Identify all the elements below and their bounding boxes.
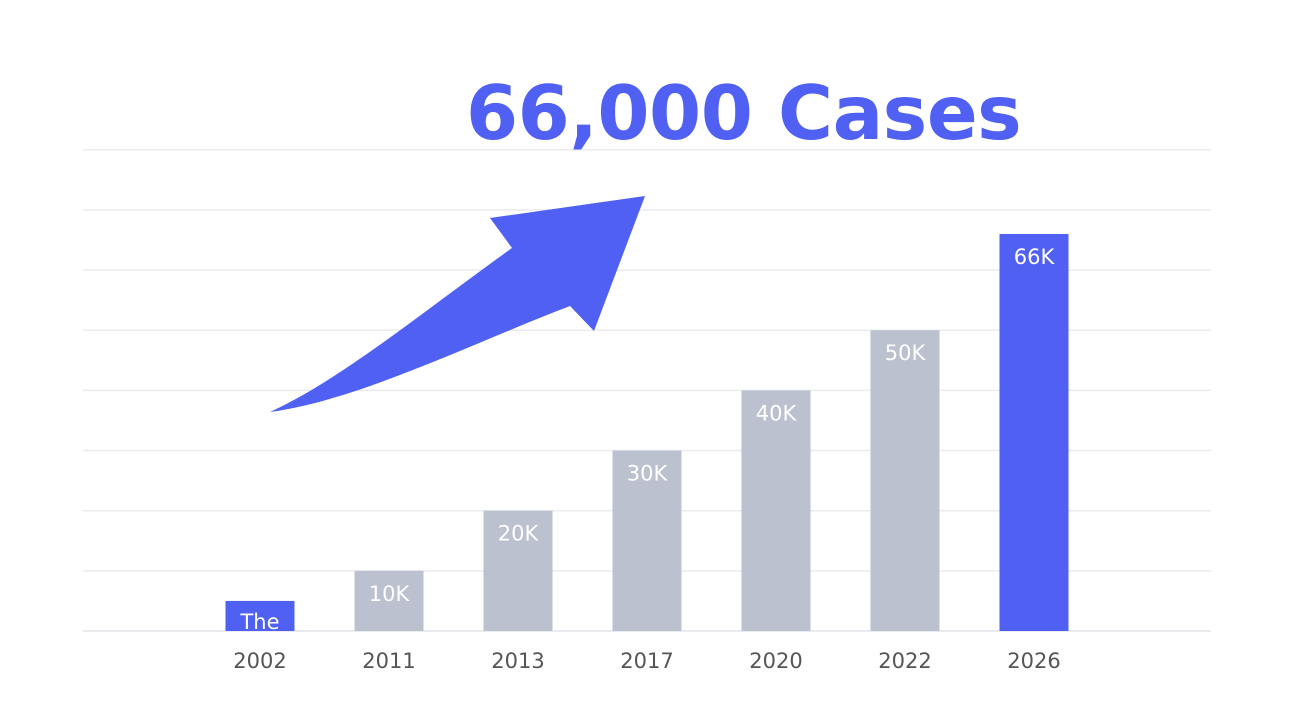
bar-value-label-2011: 10K	[369, 582, 411, 606]
bar-value-label-2022: 50K	[885, 341, 927, 365]
trend-arrow-icon	[270, 196, 645, 412]
x-tick-label-2022: 2022	[878, 649, 931, 673]
x-tick-label-2017: 2017	[620, 649, 673, 673]
bars	[225, 233, 1069, 632]
bar-2026	[999, 233, 1069, 632]
bar-value-label-2002: The Start	[234, 610, 285, 662]
bar-2022	[870, 330, 940, 631]
bar-2011	[354, 570, 424, 631]
bar-value-label-2013: 20K	[498, 522, 540, 546]
headline: 66,000 Cases	[466, 69, 1022, 157]
x-tick-label-2020: 2020	[749, 649, 802, 673]
bar-2013	[483, 510, 553, 631]
x-tick-label-2002: 2002	[233, 649, 286, 673]
bar-value-label-2020: 40K	[756, 401, 798, 425]
x-tick-label-2026: 2026	[1007, 649, 1060, 673]
bar-value-label-2026: 66K	[1014, 245, 1056, 269]
x-tick-label-2013: 2013	[491, 649, 544, 673]
bar-value-labels: The Start 10K 20K 30K 40K 50K 66K	[234, 245, 1055, 662]
x-tick-label-2011: 2011	[362, 649, 415, 673]
bar-2020	[741, 390, 811, 631]
x-axis-tick-labels: 2002 2011 2013 2017 2020 2022 2026	[233, 649, 1060, 673]
bar-value-label-2017: 30K	[627, 462, 669, 486]
bar-2017	[612, 450, 682, 631]
bar-2002	[225, 600, 295, 631]
